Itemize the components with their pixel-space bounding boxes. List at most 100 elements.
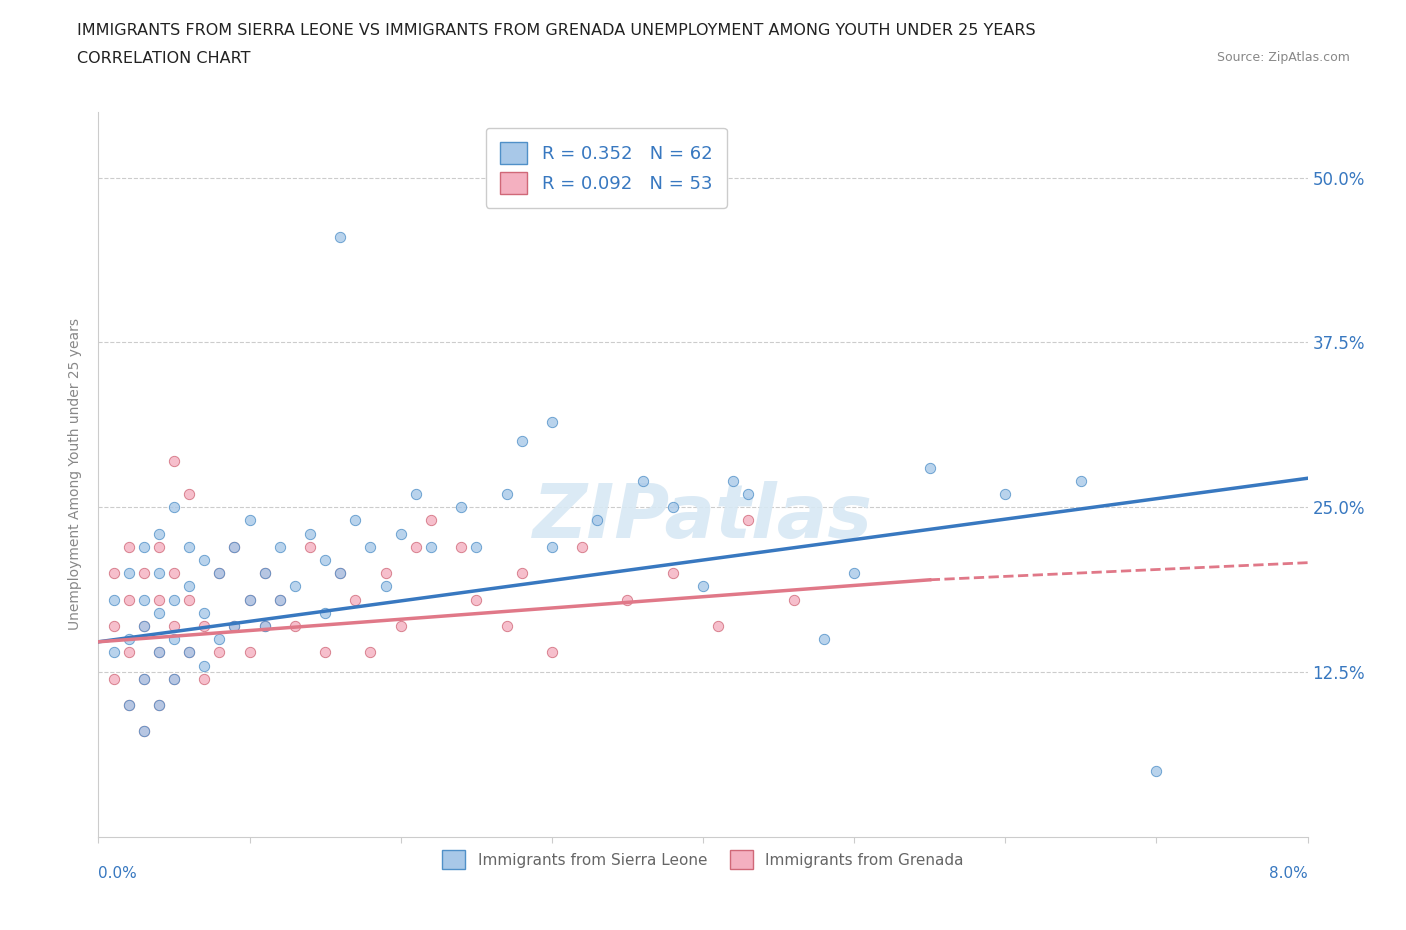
Point — [269, 592, 291, 607]
Point — [193, 658, 215, 673]
Point — [179, 644, 201, 659]
Point — [179, 644, 201, 659]
Point — [132, 618, 155, 633]
Point — [132, 565, 155, 580]
Point — [163, 618, 186, 633]
Text: 8.0%: 8.0% — [1268, 866, 1308, 881]
Point — [239, 592, 262, 607]
Point — [208, 644, 231, 659]
Point — [148, 539, 170, 554]
Point — [495, 486, 517, 501]
Text: ZIPatlas: ZIPatlas — [533, 482, 873, 554]
Point — [193, 671, 215, 686]
Point — [314, 605, 336, 620]
Point — [813, 631, 835, 646]
Point — [118, 565, 141, 580]
Point — [314, 644, 336, 659]
Point — [360, 644, 382, 659]
Point — [193, 618, 215, 633]
Point — [495, 618, 517, 633]
Point — [118, 698, 141, 712]
Point — [420, 539, 443, 554]
Point — [118, 698, 141, 712]
Point — [571, 539, 593, 554]
Point — [918, 460, 941, 475]
Point — [661, 499, 683, 514]
Point — [118, 631, 141, 646]
Point — [723, 473, 745, 488]
Point — [405, 486, 427, 501]
Point — [616, 592, 638, 607]
Point — [132, 539, 155, 554]
Point — [163, 454, 186, 469]
Point — [132, 592, 155, 607]
Point — [103, 671, 125, 686]
Text: IMMIGRANTS FROM SIERRA LEONE VS IMMIGRANTS FROM GRENADA UNEMPLOYMENT AMONG YOUTH: IMMIGRANTS FROM SIERRA LEONE VS IMMIGRAN… — [77, 23, 1036, 38]
Point — [329, 565, 352, 580]
Point — [284, 618, 307, 633]
Point — [994, 486, 1017, 501]
Point — [163, 499, 186, 514]
Point — [692, 579, 714, 594]
Point — [163, 592, 186, 607]
Point — [707, 618, 730, 633]
Point — [103, 592, 125, 607]
Point — [253, 565, 276, 580]
Point — [148, 698, 170, 712]
Point — [118, 592, 141, 607]
Point — [179, 486, 201, 501]
Point — [253, 565, 276, 580]
Point — [420, 513, 443, 528]
Point — [193, 605, 215, 620]
Point — [208, 631, 231, 646]
Point — [132, 671, 155, 686]
Point — [224, 539, 246, 554]
Point — [540, 644, 562, 659]
Point — [163, 671, 186, 686]
Point — [299, 539, 322, 554]
Point — [208, 565, 231, 580]
Point — [179, 539, 201, 554]
Point — [360, 539, 382, 554]
Point — [540, 414, 562, 429]
Point — [118, 644, 141, 659]
Point — [148, 526, 170, 541]
Point — [148, 644, 170, 659]
Point — [148, 698, 170, 712]
Point — [510, 565, 533, 580]
Point — [179, 579, 201, 594]
Point — [132, 671, 155, 686]
Point — [103, 618, 125, 633]
Legend: Immigrants from Sierra Leone, Immigrants from Grenada: Immigrants from Sierra Leone, Immigrants… — [434, 843, 972, 876]
Point — [269, 592, 291, 607]
Point — [224, 539, 246, 554]
Y-axis label: Unemployment Among Youth under 25 years: Unemployment Among Youth under 25 years — [69, 318, 83, 631]
Point — [450, 499, 472, 514]
Point — [163, 631, 186, 646]
Point — [329, 565, 352, 580]
Point — [374, 579, 396, 594]
Point — [344, 592, 367, 607]
Point — [510, 434, 533, 449]
Point — [253, 618, 276, 633]
Point — [179, 592, 201, 607]
Point — [148, 644, 170, 659]
Point — [148, 605, 170, 620]
Point — [465, 592, 488, 607]
Point — [163, 671, 186, 686]
Point — [586, 513, 609, 528]
Point — [132, 724, 155, 739]
Point — [1146, 764, 1168, 778]
Point — [208, 565, 231, 580]
Point — [329, 230, 352, 245]
Point — [132, 618, 155, 633]
Point — [465, 539, 488, 554]
Point — [193, 552, 215, 567]
Point — [118, 539, 141, 554]
Point — [224, 618, 246, 633]
Point — [389, 526, 412, 541]
Text: CORRELATION CHART: CORRELATION CHART — [77, 51, 250, 66]
Point — [344, 513, 367, 528]
Point — [103, 565, 125, 580]
Point — [239, 592, 262, 607]
